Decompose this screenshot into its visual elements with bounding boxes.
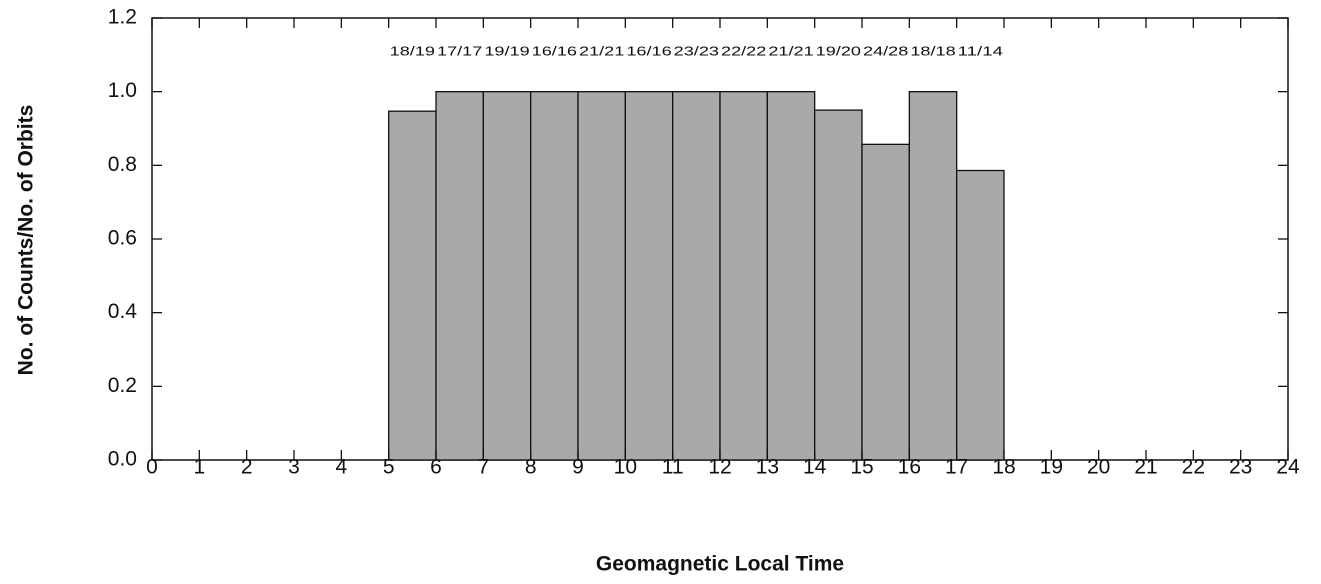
x-axis-title: Geomagnetic Local Time: [596, 553, 844, 576]
y-axis-title: No. of Counts/No. of Orbits: [15, 105, 38, 376]
value-label: 16/16: [532, 43, 577, 58]
bar: [672, 91, 721, 461]
x-tick-label: 4: [335, 456, 347, 479]
value-label: 16/16: [626, 43, 671, 58]
x-tick-label: 11: [662, 456, 684, 479]
value-label: 11/14: [958, 43, 1003, 58]
x-tick-label: 6: [430, 456, 442, 479]
value-label: 21/21: [579, 43, 624, 58]
y-tick-label: 0.6: [108, 227, 137, 250]
bar: [577, 91, 626, 461]
x-tick-label: 18: [992, 456, 1015, 479]
x-tick-label: 23: [1229, 456, 1252, 479]
bar: [766, 91, 816, 461]
x-tick-label: 3: [288, 456, 300, 479]
bar: [530, 91, 579, 461]
x-tick-label: 1: [193, 456, 205, 479]
value-label: 24/28: [863, 43, 908, 58]
value-label: 17/17: [437, 43, 482, 58]
x-tick-label: 16: [898, 456, 921, 479]
bar: [861, 143, 910, 461]
x-tick-label: 0: [146, 456, 158, 479]
x-tick-label: 9: [572, 456, 584, 479]
value-label: 19/19: [484, 43, 529, 58]
x-tick-label: 24: [1276, 456, 1300, 479]
value-label: 18/19: [390, 43, 435, 58]
y-tick-label: 0.8: [108, 153, 137, 176]
bar: [908, 91, 958, 461]
bar: [719, 91, 768, 461]
value-label: 22/22: [721, 43, 766, 58]
bar: [388, 110, 437, 461]
x-tick-label: 12: [708, 456, 731, 479]
y-tick-label: 1.2: [108, 6, 137, 29]
x-tick-label: 21: [1134, 456, 1157, 479]
bar: [814, 109, 863, 461]
y-tick-label: 0.4: [108, 300, 138, 323]
bar: [956, 169, 1005, 461]
x-tick-label: 22: [1182, 456, 1205, 479]
bar: [435, 91, 484, 461]
y-tick-label: 0.2: [108, 374, 137, 397]
x-tick-label: 10: [614, 456, 637, 479]
value-label: 23/23: [674, 43, 719, 58]
x-tick-label: 15: [850, 456, 873, 479]
x-tick-label: 8: [525, 456, 537, 479]
y-tick-label: 0.0: [108, 448, 137, 471]
x-tick-label: 2: [241, 456, 253, 479]
value-label: 18/18: [910, 43, 955, 58]
x-tick-label: 14: [803, 456, 827, 479]
x-tick-label: 20: [1087, 456, 1110, 479]
x-tick-label: 7: [477, 456, 489, 479]
bar: [482, 91, 532, 461]
x-tick-label: 13: [756, 456, 779, 479]
bar: [624, 91, 674, 461]
x-tick-label: 19: [1040, 456, 1063, 479]
value-label: 21/21: [768, 43, 813, 58]
y-tick-label: 1.0: [108, 79, 137, 102]
x-tick-label: 5: [383, 456, 395, 479]
value-label: 19/20: [816, 43, 861, 58]
x-tick-label: 17: [945, 456, 968, 479]
